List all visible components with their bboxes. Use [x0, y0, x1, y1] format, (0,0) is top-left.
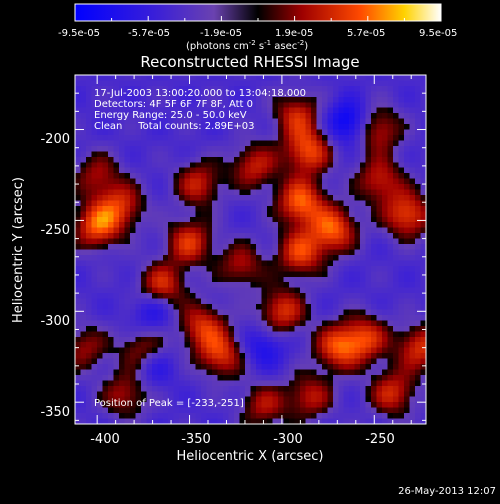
y-tick-label: -200 [40, 132, 70, 147]
timestamp: 26-May-2013 12:07 [398, 486, 496, 497]
y-tick-labels: -200 -250 -300 -350 [40, 132, 70, 420]
chart-title: Reconstructed RHESSI Image [140, 53, 359, 71]
y-tick-label: -300 [40, 314, 70, 329]
plot-frame [74, 74, 427, 425]
x-tick-label: -400 [90, 432, 120, 447]
axis-ticks [75, 74, 426, 424]
detectors-text: Detectors: 4F 5F 6F 7F 8F, Att 0 [94, 99, 253, 110]
colorbar-tick-labels: -9.5e-05 -5.7e-05 -1.9e-05 1.9e-05 5.7e-… [58, 28, 457, 39]
energy-range-text: Energy Range: 25.0 - 50.0 keV [94, 110, 247, 121]
colorbar-units: (photons cm-2 s-1 asec-2) [186, 39, 308, 52]
y-tick-label: -250 [40, 223, 70, 238]
time-range-text: 17-Jul-2003 13:00:20.000 to 13:04:18.000 [94, 88, 306, 99]
x-tick-label: -300 [273, 432, 303, 447]
colorbar-tick-label: -1.9e-05 [200, 28, 242, 39]
peak-position-text: Position of Peak = [-233,-251] [94, 398, 244, 409]
x-tick-labels: -400 -350 -300 -250 [90, 432, 395, 447]
colorbar-tick-label: 5.7e-05 [347, 28, 385, 39]
y-axis-label: Heliocentric Y (arcsec) [11, 177, 26, 323]
x-tick-label: -350 [181, 432, 211, 447]
heatmap-image [75, 75, 426, 424]
method-counts-text: Clean Total counts: 2.89E+03 [94, 121, 254, 132]
x-axis-label: Heliocentric X (arcsec) [177, 449, 324, 464]
colorbar-ticks [74, 16, 442, 21]
colorbar-tick-label: -5.7e-05 [128, 28, 170, 39]
observation-info: 17-Jul-2003 13:00:20.000 to 13:04:18.000… [94, 88, 306, 132]
x-tick-label: -250 [365, 432, 395, 447]
y-tick-label: -350 [40, 405, 70, 420]
colorbar-tick-label: 9.5e-05 [419, 28, 457, 39]
colorbar-tick-label: 1.9e-05 [275, 28, 313, 39]
colorbar-tick-label: -9.5e-05 [58, 28, 100, 39]
